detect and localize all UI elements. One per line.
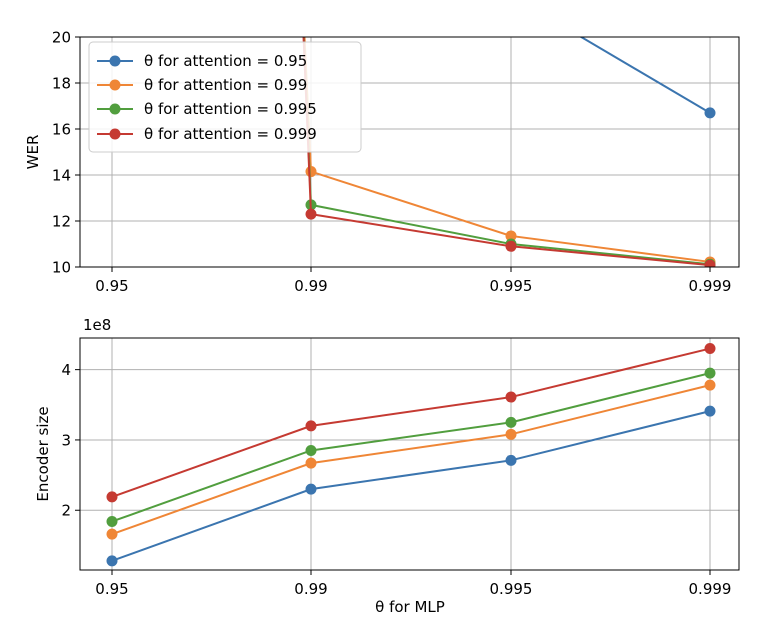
wer-xtick-label-0.99: 0.99 <box>294 277 327 295</box>
encoder-point-s0-0.995 <box>505 454 517 466</box>
encoder-point-s0-0.99 <box>305 483 317 495</box>
encoder-point-s2-0.999 <box>704 367 716 379</box>
encoder-point-s1-0.999 <box>704 379 716 391</box>
encoder-xtick-label-0.995: 0.995 <box>490 580 533 598</box>
encoder-point-s1-0.995 <box>505 428 517 440</box>
encoder-series-line-0 <box>111 410 711 562</box>
encoder-point-s2-0.95 <box>106 515 118 527</box>
legend-entry: θ for attention = 0.995 <box>97 100 317 118</box>
encoder-series-group <box>106 343 716 567</box>
encoder-point-s1-0.95 <box>106 528 118 540</box>
wer-ytick-label-18: 18 <box>52 75 71 93</box>
encoder-xtick-label-0.99: 0.99 <box>294 580 327 598</box>
encoder-xtick-label-0.95: 0.95 <box>95 580 128 598</box>
encoder-point-s3-0.999 <box>704 343 716 355</box>
legend-label-attention-0.995: θ for attention = 0.995 <box>144 100 317 118</box>
legend-entry: θ for attention = 0.999 <box>97 125 317 143</box>
encoder-point-s3-0.995 <box>505 391 517 403</box>
wer-xtick-label-0.999: 0.999 <box>689 277 732 295</box>
encoder-point-s0-0.95 <box>106 555 118 567</box>
legend-label-attention-0.95: θ for attention = 0.95 <box>144 52 307 70</box>
wer-xtick-label-0.95: 0.95 <box>95 277 128 295</box>
encoder-y-axis-label: Encoder size <box>34 406 52 501</box>
wer-series-line-2 <box>302 37 711 266</box>
wer-series-line-0 <box>579 37 711 114</box>
encoder-ytick-label-2: 2 <box>61 502 71 520</box>
wer-point-s1-0.99 <box>305 166 317 178</box>
wer-ytick-label-16: 16 <box>52 121 71 139</box>
wer-point-s1-0.995 <box>505 230 517 242</box>
encoder-xtick-label-0.999: 0.999 <box>689 580 732 598</box>
wer-series-line-1 <box>303 37 711 263</box>
wer-axes-frame <box>79 36 740 268</box>
encoder-series-line-3 <box>111 347 711 498</box>
wer-xtick-label-0.995: 0.995 <box>490 277 533 295</box>
wer-series-group <box>302 37 716 267</box>
encoder-series-line-1 <box>111 384 711 536</box>
encoder-axes-frame <box>79 337 740 571</box>
x-axis-label: θ for MLP <box>375 598 445 616</box>
encoder-ticks: 0.95 0.99 0.995 0.999 2 3 4 <box>61 361 731 598</box>
encoder-ytick-label-4: 4 <box>61 361 71 379</box>
legend-label-attention-0.999: θ for attention = 0.999 <box>144 125 317 143</box>
legend-marker-attention-0.95 <box>109 55 121 67</box>
wer-ytick-label-12: 12 <box>52 213 71 231</box>
legend-marker-attention-0.995 <box>109 103 121 115</box>
wer-ytick-label-10: 10 <box>52 259 71 277</box>
wer-series-line-3 <box>302 37 711 267</box>
encoder-ytick-label-3: 3 <box>61 431 71 449</box>
encoder-point-s2-0.99 <box>305 444 317 456</box>
encoder-point-s3-0.99 <box>305 420 317 432</box>
wer-chart: 0.95 0.99 0.995 0.999 10 12 14 16 18 20 WER θ for… <box>24 29 740 296</box>
encoder-size-chart: 0.95 0.99 0.995 0.999 2 3 4 1e8 Encoder size θ… <box>34 316 740 616</box>
legend-entry: θ for attention = 0.95 <box>97 52 307 70</box>
encoder-point-s2-0.995 <box>505 416 517 428</box>
wer-point-s3-0.995 <box>505 240 517 252</box>
encoder-point-s0-0.999 <box>704 405 716 417</box>
legend-marker-attention-0.999 <box>109 128 121 140</box>
legend-entry: θ for attention = 0.99 <box>97 76 307 94</box>
legend-box <box>88 41 362 153</box>
legend: θ for attention = 0.95 θ for attention =… <box>88 41 362 153</box>
wer-ytick-label-20: 20 <box>52 29 71 47</box>
wer-ytick-label-14: 14 <box>52 167 71 185</box>
wer-point-s0-0.999 <box>704 107 716 119</box>
wer-ticks: 0.95 0.99 0.995 0.999 10 12 14 16 18 20 <box>52 29 732 296</box>
legend-marker-attention-0.99 <box>109 79 121 91</box>
wer-y-axis-label: WER <box>24 135 42 170</box>
wer-point-s3-0.999 <box>704 259 716 267</box>
encoder-scale-label: 1e8 <box>83 316 111 334</box>
wer-point-s3-0.99 <box>305 208 317 220</box>
encoder-series-line-2 <box>111 372 711 523</box>
legend-label-attention-0.99: θ for attention = 0.99 <box>144 76 307 94</box>
encoder-point-s3-0.95 <box>106 491 118 503</box>
encoder-point-s1-0.99 <box>305 457 317 469</box>
